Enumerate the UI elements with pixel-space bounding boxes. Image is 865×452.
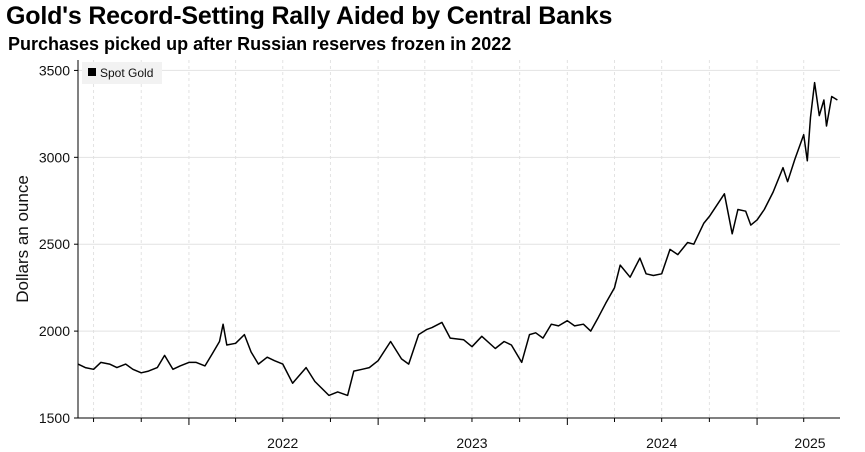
y-tick-label: 2000	[39, 323, 70, 339]
y-tick-label: 3000	[39, 149, 70, 165]
legend-swatch	[88, 68, 96, 76]
axes: 1500 2000 2500 3000 3500 2022 2023 2024 2025	[39, 60, 840, 451]
gridlines	[78, 60, 840, 419]
y-axis-label: Dollars an ounce	[13, 175, 32, 303]
y-tick-label: 1500	[39, 410, 70, 426]
legend-box	[82, 62, 162, 84]
series-line	[77, 81, 838, 397]
x-tick-label: 2022	[267, 435, 298, 451]
y-tick-label: 2500	[39, 236, 70, 252]
chart-subtitle: Purchases picked up after Russian reserv…	[8, 34, 512, 54]
x-tick-label: 2024	[646, 435, 677, 451]
chart-title: Gold's Record-Setting Rally Aided by Cen…	[6, 2, 613, 30]
legend-label: Spot Gold	[100, 66, 153, 80]
y-tick-label: 3500	[39, 62, 70, 78]
series-layer	[77, 81, 838, 397]
x-tick-label: 2023	[456, 435, 487, 451]
x-tick-label: 2025	[794, 435, 825, 451]
legend: Spot Gold	[82, 62, 162, 84]
